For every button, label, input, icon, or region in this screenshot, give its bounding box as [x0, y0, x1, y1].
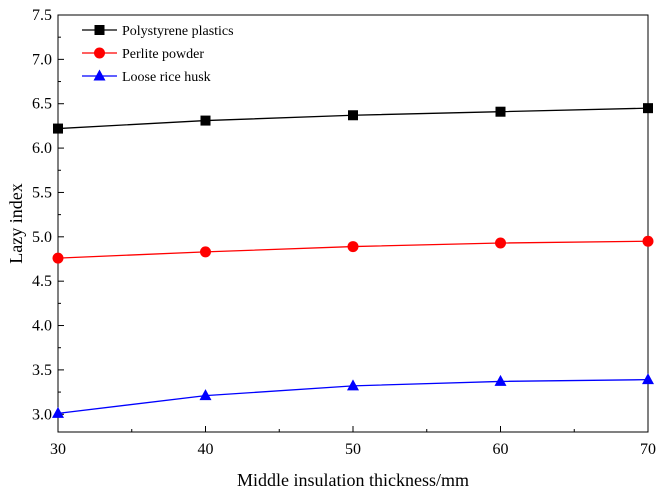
x-tick-label: 60 [493, 441, 509, 458]
x-tick-label: 50 [345, 441, 361, 458]
y-tick-label: 6.0 [32, 140, 52, 157]
legend-label: Loose rice husk [122, 70, 211, 85]
y-tick-label: 5.0 [32, 229, 52, 246]
y-tick-label: 4.5 [32, 273, 52, 290]
data-point [347, 379, 359, 391]
data-point [347, 241, 359, 253]
legend-item: Polystyrene plastics [82, 24, 234, 39]
y-tick-label: 3.0 [32, 406, 52, 423]
legend-marker [93, 69, 106, 81]
x-axis: 30 40 50 60 70 [50, 426, 656, 458]
x-tick-label: 40 [198, 441, 214, 458]
legend-marker [94, 25, 105, 35]
x-tick-label: 70 [640, 441, 656, 458]
y-tick-label: 4.0 [32, 318, 52, 335]
data-point [200, 246, 211, 258]
data-point [52, 252, 64, 264]
legend-marker [94, 47, 105, 59]
data-point [495, 237, 506, 249]
data-point [348, 110, 358, 121]
legend: Polystyrene plastics Perlite powder Loose … [82, 24, 234, 85]
y-tick-label: 7.5 [32, 7, 52, 24]
y-axis: 3.0 3.5 4.0 4.5 5.0 5.5 6.0 6.5 7.0 7.5 [32, 7, 64, 423]
series-layer [52, 103, 654, 418]
data-point [53, 123, 63, 134]
y-axis-title: Lazy index [6, 183, 26, 263]
y-tick-label: 3.5 [32, 362, 52, 379]
data-point [52, 406, 64, 418]
y-tick-label: 6.5 [32, 96, 52, 113]
data-point [200, 115, 211, 126]
data-point [494, 374, 507, 386]
legend-label: Perlite powder [122, 47, 204, 62]
data-point [642, 235, 654, 247]
y-tick-label: 7.0 [32, 51, 52, 68]
legend-item: Perlite powder [82, 47, 204, 62]
series-2 [52, 373, 654, 418]
legend-item: Loose rice husk [82, 69, 211, 85]
x-axis-title: Middle insulation thickness/mm [237, 470, 469, 490]
data-point [199, 389, 212, 401]
x-tick-label: 30 [50, 441, 66, 458]
series-1 [52, 235, 654, 264]
series-0 [53, 103, 653, 134]
data-point [643, 103, 653, 114]
y-tick-label: 5.5 [32, 184, 52, 201]
legend-label: Polystyrene plastics [122, 24, 234, 39]
data-point [495, 106, 506, 117]
data-point [642, 373, 654, 385]
